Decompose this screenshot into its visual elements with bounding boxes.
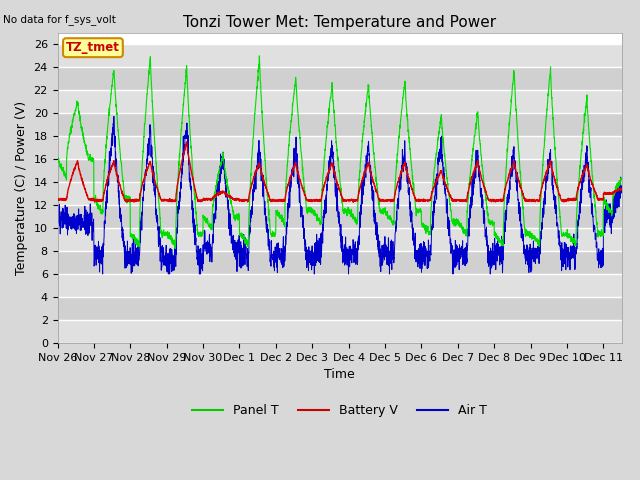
Bar [58, 182, 621, 205]
Battery V [427, 197, 435, 203]
Panel T [179, 106, 187, 112]
Battery V [565, 196, 573, 202]
Panel T [419, 221, 426, 227]
Y-axis label: Temperature (C) / Power (V): Temperature (C) / Power (V) [15, 101, 28, 275]
Battery V [602, 191, 610, 197]
Panel T [618, 175, 625, 181]
Air T [54, 221, 61, 227]
Battery V [182, 139, 190, 145]
Text: No data for f_sys_volt: No data for f_sys_volt [3, 14, 116, 25]
Text: TZ_tmet: TZ_tmet [66, 41, 120, 54]
Bar [58, 320, 621, 343]
Battery V [54, 197, 61, 203]
Battery V [230, 196, 237, 202]
Battery V [419, 198, 426, 204]
Bar [58, 136, 621, 159]
Bar [58, 44, 621, 67]
Bar [58, 228, 621, 251]
Bar [58, 205, 621, 228]
Air T [565, 251, 573, 257]
Air T [110, 114, 118, 120]
Battery V [618, 186, 625, 192]
Bar [58, 90, 621, 113]
Line: Air T: Air T [58, 117, 621, 274]
Legend: Panel T, Battery V, Air T: Panel T, Battery V, Air T [188, 399, 492, 422]
Air T [427, 252, 435, 257]
Bar [58, 113, 621, 136]
Air T [99, 271, 106, 277]
Air T [230, 250, 238, 256]
Panel T [255, 53, 263, 59]
Bar [58, 67, 621, 90]
Panel T [54, 156, 61, 161]
Panel T [230, 216, 237, 221]
Panel T [602, 203, 610, 209]
Air T [419, 246, 426, 252]
Bar [58, 274, 621, 297]
Panel T [565, 233, 573, 239]
Battery V [179, 155, 187, 160]
Air T [618, 190, 625, 195]
Bar [58, 159, 621, 182]
Line: Battery V: Battery V [58, 142, 621, 202]
Line: Panel T: Panel T [58, 56, 621, 249]
X-axis label: Time: Time [324, 368, 355, 381]
Bar [58, 297, 621, 320]
Bar [58, 251, 621, 274]
Air T [179, 150, 187, 156]
Panel T [172, 246, 179, 252]
Battery V [349, 199, 357, 205]
Air T [602, 212, 610, 218]
Panel T [427, 231, 435, 237]
Title: Tonzi Tower Met: Temperature and Power: Tonzi Tower Met: Temperature and Power [183, 15, 496, 30]
